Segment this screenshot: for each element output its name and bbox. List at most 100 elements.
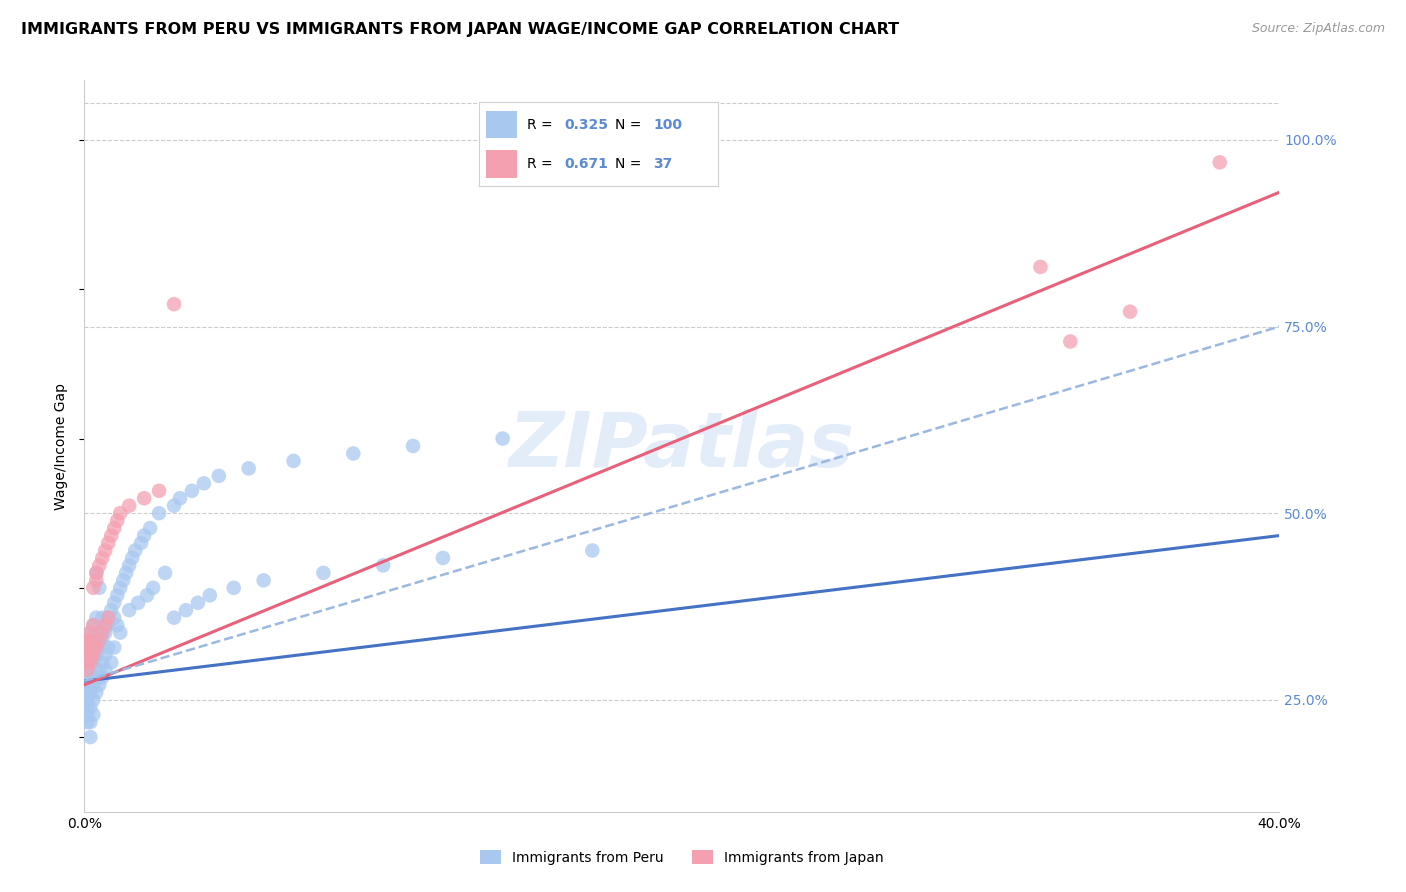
Point xyxy=(132,528,156,542)
Point xyxy=(103,610,125,624)
Point xyxy=(82,640,104,655)
Point xyxy=(432,551,454,566)
Point xyxy=(89,678,111,692)
Point xyxy=(79,648,101,662)
Point xyxy=(82,678,104,692)
Point xyxy=(118,558,141,573)
Point xyxy=(79,640,101,655)
Text: Source: ZipAtlas.com: Source: ZipAtlas.com xyxy=(1251,22,1385,36)
Point xyxy=(86,574,108,588)
Point xyxy=(91,610,114,624)
Point xyxy=(91,656,114,670)
Point xyxy=(89,633,111,648)
Point xyxy=(79,633,101,648)
Point xyxy=(127,596,149,610)
Point xyxy=(187,596,209,610)
Point xyxy=(402,439,425,453)
Point xyxy=(76,633,98,648)
Point xyxy=(79,648,101,662)
Point xyxy=(373,558,395,573)
Point xyxy=(86,633,108,648)
Point xyxy=(115,566,138,580)
Point xyxy=(91,670,114,684)
Point xyxy=(129,536,152,550)
Text: ZIPatlas: ZIPatlas xyxy=(509,409,855,483)
Point xyxy=(238,461,260,475)
Point xyxy=(142,581,165,595)
Point xyxy=(79,656,101,670)
Point xyxy=(97,640,120,655)
Point xyxy=(174,603,197,617)
Point xyxy=(76,715,98,730)
Point xyxy=(97,610,120,624)
Point xyxy=(342,446,364,460)
Point xyxy=(94,663,117,677)
Point xyxy=(153,566,176,580)
Point xyxy=(110,506,132,520)
Point xyxy=(103,521,125,535)
Point xyxy=(82,618,104,632)
Point xyxy=(86,685,108,699)
Point xyxy=(136,588,159,602)
Point xyxy=(82,648,104,662)
Point xyxy=(193,476,215,491)
Point xyxy=(89,625,111,640)
Point xyxy=(86,610,108,624)
Point xyxy=(91,625,114,640)
Point xyxy=(132,491,156,506)
Point xyxy=(112,574,135,588)
Point xyxy=(82,618,104,632)
Point xyxy=(148,506,170,520)
Point xyxy=(79,685,101,699)
Point xyxy=(86,566,108,580)
Point xyxy=(89,558,111,573)
Point xyxy=(82,581,104,595)
Point xyxy=(79,625,101,640)
Point xyxy=(76,678,98,692)
Point xyxy=(105,588,128,602)
Point xyxy=(82,707,104,722)
Point xyxy=(139,521,162,535)
Point xyxy=(148,483,170,498)
Point xyxy=(79,700,101,714)
Point xyxy=(121,551,143,566)
Point xyxy=(1119,304,1142,318)
Point xyxy=(103,596,125,610)
Point xyxy=(89,581,111,595)
Point xyxy=(118,603,141,617)
Point xyxy=(79,730,101,744)
Legend: Immigrants from Peru, Immigrants from Japan: Immigrants from Peru, Immigrants from Ja… xyxy=(475,845,889,871)
Point xyxy=(79,656,101,670)
Point xyxy=(222,581,245,595)
Point xyxy=(79,640,101,655)
Point xyxy=(89,663,111,677)
Point xyxy=(82,656,104,670)
Point xyxy=(163,297,186,311)
Point xyxy=(76,700,98,714)
Point xyxy=(86,648,108,662)
Point xyxy=(1029,260,1052,274)
Point xyxy=(82,633,104,648)
Point xyxy=(89,633,111,648)
Point xyxy=(86,640,108,655)
Point xyxy=(1209,155,1232,169)
Point xyxy=(76,648,98,662)
Point xyxy=(208,468,231,483)
Point xyxy=(97,610,120,624)
Point xyxy=(283,454,305,468)
Point xyxy=(79,715,101,730)
Point xyxy=(79,625,101,640)
Point xyxy=(94,618,117,632)
Point xyxy=(82,648,104,662)
Point xyxy=(124,543,146,558)
Point xyxy=(82,692,104,706)
Point xyxy=(76,640,98,655)
Point xyxy=(94,625,117,640)
Point xyxy=(198,588,221,602)
Point xyxy=(94,543,117,558)
Point xyxy=(1059,334,1081,349)
Point xyxy=(492,432,515,446)
Point xyxy=(97,536,120,550)
Point xyxy=(76,633,98,648)
Point xyxy=(86,566,108,580)
